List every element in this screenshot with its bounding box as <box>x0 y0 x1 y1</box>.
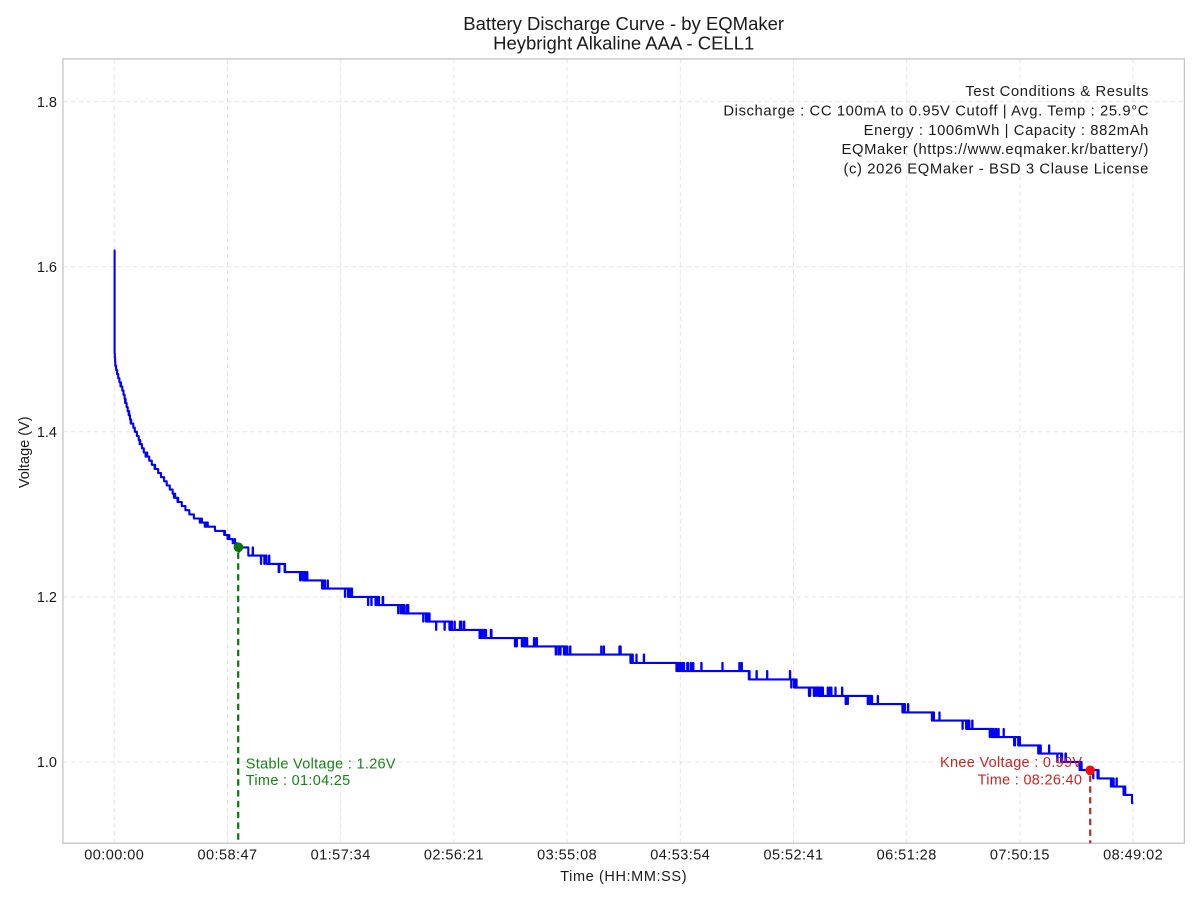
svg-text:1.0: 1.0 <box>37 755 57 771</box>
svg-text:Stable Voltage : 1.26V: Stable Voltage : 1.26V <box>246 757 396 773</box>
svg-text:Time : 01:04:25: Time : 01:04:25 <box>246 773 351 789</box>
svg-text:Voltage (V): Voltage (V) <box>17 416 33 488</box>
svg-text:05:52:41: 05:52:41 <box>763 847 823 863</box>
svg-text:01:57:34: 01:57:34 <box>311 847 371 863</box>
svg-text:Knee Voltage : 0.99V: Knee Voltage : 0.99V <box>940 755 1082 771</box>
svg-text:1.8: 1.8 <box>37 95 57 111</box>
svg-text:Heybright Alkaline AAA - CELL1: Heybright Alkaline AAA - CELL1 <box>493 32 754 53</box>
svg-text:Time (HH:MM:SS): Time (HH:MM:SS) <box>560 869 687 885</box>
svg-text:Energy : 1006mWh | Capacity :: Energy : 1006mWh | Capacity : 882mAh <box>864 123 1149 139</box>
svg-text:00:00:00: 00:00:00 <box>84 847 144 863</box>
svg-text:Discharge : CC 100mA to 0.95V: Discharge : CC 100mA to 0.95V Cutoff | A… <box>723 103 1149 119</box>
svg-text:04:53:54: 04:53:54 <box>650 847 710 863</box>
svg-text:08:49:02: 08:49:02 <box>1103 847 1163 863</box>
svg-text:07:50:15: 07:50:15 <box>990 847 1050 863</box>
svg-text:03:55:08: 03:55:08 <box>537 847 597 863</box>
svg-text:(c) 2026 EQMaker - BSD 3 Claus: (c) 2026 EQMaker - BSD 3 Clause License <box>844 162 1149 178</box>
svg-text:1.6: 1.6 <box>37 260 57 276</box>
svg-text:Time : 08:26:40: Time : 08:26:40 <box>978 773 1083 789</box>
svg-text:1.2: 1.2 <box>37 590 57 606</box>
svg-text:EQMaker (https://www.eqmaker.k: EQMaker (https://www.eqmaker.kr/battery/… <box>842 142 1149 158</box>
svg-text:Battery Discharge Curve - by E: Battery Discharge Curve - by EQMaker <box>463 13 784 34</box>
svg-text:1.4: 1.4 <box>37 425 57 441</box>
svg-text:02:56:21: 02:56:21 <box>424 847 484 863</box>
svg-text:06:51:28: 06:51:28 <box>877 847 937 863</box>
svg-text:Test Conditions & Results: Test Conditions & Results <box>965 84 1149 100</box>
svg-text:00:58:47: 00:58:47 <box>197 847 257 863</box>
